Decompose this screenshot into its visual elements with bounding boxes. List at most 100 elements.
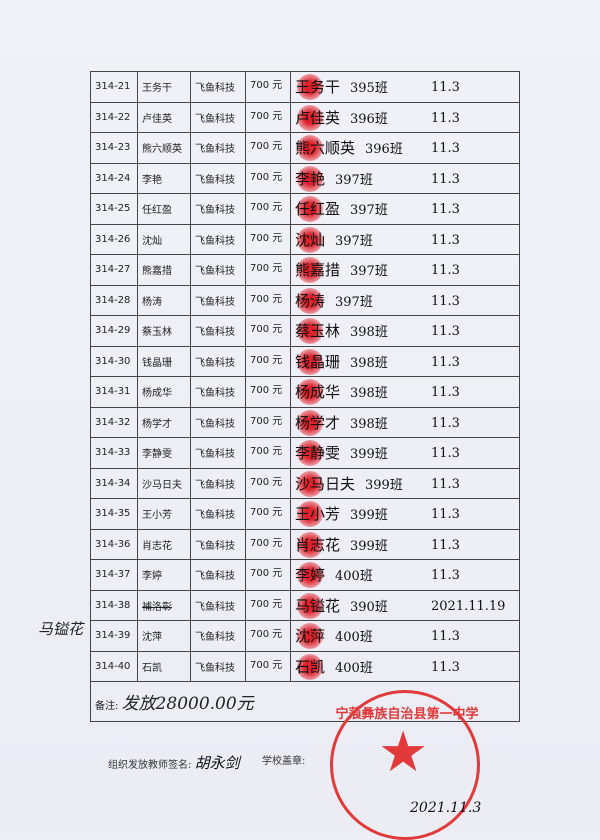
company: 飞鱼科技 (190, 132, 246, 164)
table-row: 314-27 熊嘉措 飞鱼科技 700 元熊嘉措 397班 11.3 (90, 254, 520, 286)
amount: 700 元 (245, 71, 291, 103)
company: 飞鱼科技 (190, 650, 246, 682)
fingerprint (297, 74, 323, 100)
row-id: 314-36 (90, 528, 138, 560)
fingerprint (297, 379, 323, 405)
handwritten-signature: 李婷 (295, 566, 326, 585)
teacher-signature: 胡永剑 (194, 754, 240, 772)
amount: 700 元 (245, 406, 291, 438)
handwritten-date: 11.3 (431, 202, 460, 217)
fingerprint (297, 440, 323, 466)
handwritten-signature: 杨涛 (295, 291, 326, 310)
amount: 700 元 (245, 193, 291, 225)
handwritten-signature: 石凯 (295, 657, 326, 676)
row-id: 314-26 (90, 223, 138, 255)
handwritten-class: 397班 (335, 172, 373, 188)
company: 飞鱼科技 (190, 437, 246, 469)
recipient-name: 沈萍 (137, 620, 191, 652)
company: 飞鱼科技 (190, 101, 246, 133)
handwritten-class: 398班 (350, 355, 388, 371)
distribution-table: 314-21 王务干 飞鱼科技 700 元王务干 395班 11.3 314-22 卢佳英 飞鱼… (90, 71, 520, 722)
table-row: 314-40 石凯 飞鱼科技 700 元石凯 400班 11.3 (90, 650, 520, 682)
row-id: 314-35 (90, 498, 138, 530)
handwritten-date: 11.3 (431, 324, 460, 339)
amount: 700 元 (245, 437, 291, 469)
handwritten-signature: 李静雯 (295, 444, 341, 463)
fingerprint (297, 104, 323, 131)
handwritten-date: 11.3 (431, 659, 460, 675)
row-id: 314-27 (90, 254, 138, 286)
table-row: 314-24 李艳 飞鱼科技 700 元李艳 397班 11.3 (90, 162, 520, 194)
handwritten-date: 11.3 (431, 171, 460, 187)
teacher-label: 组织发放教师签名: (108, 760, 192, 771)
recipient-name: 钱晶珊 (137, 345, 191, 377)
table-row: 314-30 钱晶珊 飞鱼科技 700 元钱晶珊 398班 11.3 (90, 345, 520, 377)
signature-cell: 钱晶珊 398班 11.3 (290, 345, 520, 377)
amount: 700 元 (245, 559, 291, 591)
signature-cell: 石凯 400班 11.3 (290, 650, 520, 682)
amount: 700 元 (245, 223, 291, 255)
handwritten-signature: 李艳 (295, 169, 326, 188)
recipient-name: 補洛彰 (137, 589, 191, 621)
table-row: 314-21 王务干 飞鱼科技 700 元王务干 395班 11.3 (90, 71, 520, 103)
company: 飞鱼科技 (190, 620, 246, 652)
handwritten-signature: 卢佳英 (295, 108, 341, 127)
row-id: 314-29 (90, 315, 138, 347)
company: 飞鱼科技 (190, 162, 246, 194)
amount: 700 元 (245, 528, 291, 560)
table-row: 314-26 沈灿 飞鱼科技 700 元沈灿 397班 11.3 (90, 223, 520, 255)
signature-cell: 杨涛 397班 11.3 (290, 284, 520, 316)
row-id: 314-28 (90, 284, 138, 316)
fingerprint (297, 623, 323, 649)
company: 飞鱼科技 (190, 193, 246, 225)
signature-cell: 熊六顺英 396班 11.3 (290, 132, 520, 164)
handwritten-signature: 王务干 (295, 78, 341, 97)
stamp-label: 学校盖章: (262, 756, 306, 767)
amount: 700 元 (245, 498, 291, 530)
table-row: 314-39 沈萍 飞鱼科技 700 元沈萍 400班 11.3 (90, 620, 520, 652)
handwritten-date: 11.3 (431, 354, 460, 370)
row-id: 314-23 (90, 132, 138, 164)
recipient-name: 杨学才 (137, 406, 191, 438)
company: 飞鱼科技 (190, 498, 246, 530)
table-row: 314-36 肖志花 飞鱼科技 700 元肖志花 399班 11.3 (90, 528, 520, 560)
signature-cell: 沈萍 400班 11.3 (290, 620, 520, 652)
recipient-name: 卢佳英 (137, 101, 191, 133)
handwritten-date: 11.3 (431, 476, 460, 492)
handwritten-class: 398班 (350, 386, 388, 402)
amount: 700 元 (245, 376, 291, 408)
handwritten-date: 11.3 (431, 446, 460, 461)
recipient-name: 李艳 (137, 162, 191, 194)
table-row: 314-29 蔡玉林 飞鱼科技 700 元蔡玉林 398班 11.3 (90, 315, 520, 347)
row-id: 314-34 (90, 467, 138, 499)
handwritten-signature: 王小芳 (295, 505, 341, 524)
company: 飞鱼科技 (190, 589, 246, 621)
remark-label: 备注: (95, 701, 119, 712)
fingerprint (297, 592, 323, 619)
handwritten-class: 390班 (350, 599, 388, 615)
signature-cell: 李婷 400班 11.3 (290, 559, 520, 591)
handwritten-signature: 任红盈 (295, 200, 341, 219)
recipient-name: 王务干 (137, 71, 191, 103)
handwritten-class: 399班 (350, 447, 388, 463)
recipient-name: 任红盈 (137, 193, 191, 225)
fingerprint (297, 562, 323, 588)
amount: 700 元 (245, 589, 291, 621)
signature-cell: 杨成华 398班 11.3 (290, 376, 520, 408)
fingerprint (297, 348, 323, 375)
margin-note: 马镒花 (38, 620, 84, 638)
handwritten-signature: 熊嘉措 (295, 261, 341, 280)
fingerprint (297, 531, 323, 558)
table-row: 314-31 杨成华 飞鱼科技 700 元杨成华 398班 11.3 (90, 376, 520, 408)
table-row: 314-34 沙马日夫 飞鱼科技 700 元沙马日夫 399班 11.3 (90, 467, 520, 499)
company: 飞鱼科技 (190, 254, 246, 286)
handwritten-date: 11.3 (431, 110, 460, 126)
table-row: 314-28 杨涛 飞鱼科技 700 元杨涛 397班 11.3 (90, 284, 520, 316)
recipient-name: 杨涛 (137, 284, 191, 316)
signature-cell: 任红盈 397班 11.3 (290, 193, 520, 225)
table-row: 314-35 王小芳 飞鱼科技 700 元王小芳 399班 11.3 (90, 498, 520, 530)
recipient-name: 蔡玉林 (137, 315, 191, 347)
handwritten-date: 11.3 (431, 293, 460, 309)
handwritten-class: 399班 (350, 538, 388, 554)
